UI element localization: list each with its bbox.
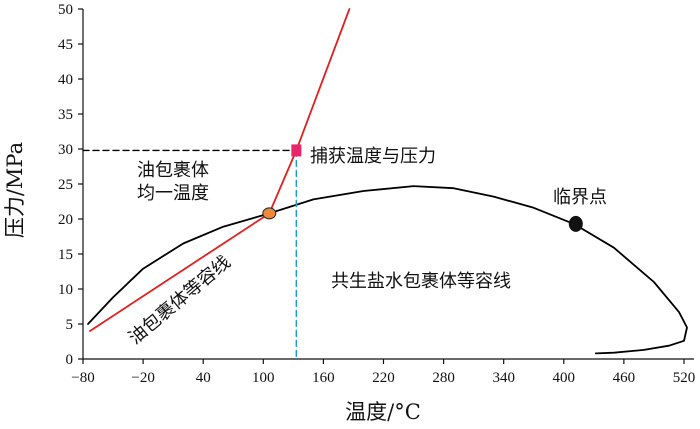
y-tick-label: 10 bbox=[58, 282, 73, 298]
x-tick-label: −80 bbox=[71, 370, 94, 386]
homogenization-label-line1: 油包裹体 bbox=[137, 160, 209, 181]
homogenization-point-marker bbox=[262, 207, 277, 220]
y-tick-label: 0 bbox=[66, 352, 74, 368]
brine-inclusion-isochore-label: 共生盐水包裹体等容线 bbox=[331, 271, 511, 292]
y-tick-label: 5 bbox=[66, 317, 74, 333]
trapping-point-marker bbox=[291, 144, 302, 157]
x-tick-label: 520 bbox=[673, 370, 696, 386]
trapping-label: 捕获温度与压力 bbox=[310, 146, 436, 167]
x-tick-label: 340 bbox=[492, 370, 515, 386]
critical-point-label: 临界点 bbox=[553, 187, 607, 208]
y-tick-label: 50 bbox=[58, 2, 73, 18]
y-tick-label: 15 bbox=[58, 247, 73, 263]
critical-point-marker bbox=[568, 215, 583, 232]
y-tick-label: 30 bbox=[58, 142, 73, 158]
x-tick-label: 220 bbox=[372, 370, 395, 386]
y-tick-label: 20 bbox=[58, 212, 73, 228]
series-line-1 bbox=[89, 8, 351, 332]
x-tick-label: 400 bbox=[553, 370, 576, 386]
x-tick-label: 460 bbox=[613, 370, 636, 386]
axes-layer bbox=[78, 8, 694, 364]
y-axis-title: 压力/MPa bbox=[3, 142, 27, 238]
x-tick-label: 280 bbox=[432, 370, 455, 386]
y-tick-label: 35 bbox=[58, 107, 73, 123]
x-tick-label: 40 bbox=[196, 370, 211, 386]
labels-layer: 0 5 10 15 20 25 30 35 40 45 50 −80 −20 40 100 160 220 280… bbox=[58, 2, 695, 386]
y-tick-label: 45 bbox=[58, 37, 73, 53]
y-tick-label: 40 bbox=[58, 72, 73, 88]
x-tick-label: 160 bbox=[312, 370, 335, 386]
x-tick-label: −20 bbox=[131, 370, 154, 386]
oil-inclusion-isochore-label: 油包裹体等容线 bbox=[125, 252, 235, 349]
x-axis-title: 温度/°C bbox=[345, 400, 421, 424]
homogenization-label-line2: 均一温度 bbox=[137, 183, 209, 204]
series-layer bbox=[82, 8, 688, 360]
y-tick-label: 25 bbox=[58, 177, 73, 193]
x-tick-label: 100 bbox=[252, 370, 275, 386]
points-layer bbox=[262, 144, 583, 232]
series-line-0 bbox=[87, 185, 688, 355]
